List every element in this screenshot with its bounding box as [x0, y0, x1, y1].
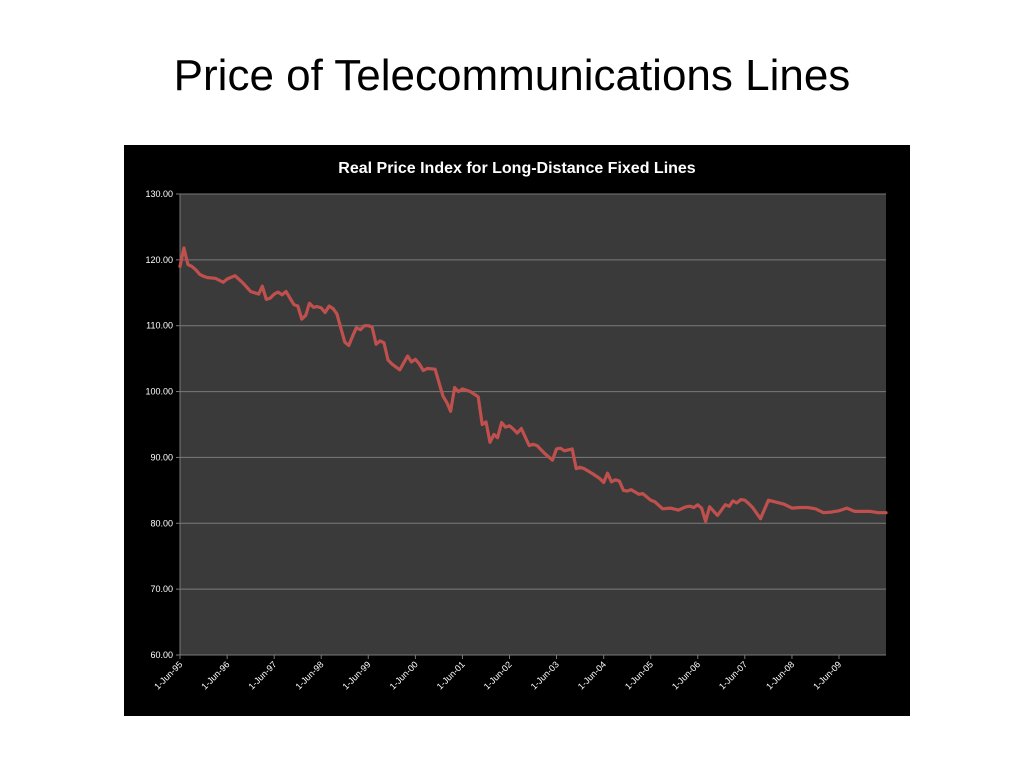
- slide-title: Price of Telecommunications Lines: [173, 51, 851, 100]
- plot-area: [180, 194, 886, 655]
- line-chart: 60.00 70.00 80.00 90.00 100.00 110.00 120.00 13…: [145, 160, 888, 692]
- x-tick-label: 1-Jun-97: [246, 659, 278, 691]
- y-tick-label: 60.00: [150, 650, 173, 660]
- x-tick-label: 1-Jun-03: [529, 659, 561, 691]
- x-tick-label: 1-Jun-98: [293, 659, 325, 691]
- y-tick-label: 110.00: [146, 321, 173, 331]
- x-tick-label: 1-Jun-04: [576, 659, 608, 691]
- x-tick-label: 1-Jun-06: [670, 659, 702, 691]
- gridlines: [180, 193, 886, 590]
- chart-frame: 60.00 70.00 80.00 90.00 100.00 110.00 120.00 13…: [124, 145, 910, 716]
- y-axis-ticks: 60.00 70.00 80.00 90.00 100.00 110.00 120.00 13…: [145, 189, 180, 660]
- x-axis-ticks: 1-Jun-95 1-Jun-96 1-Jun-97 1-Jun-98 1-Jun-99…: [152, 655, 843, 692]
- chart-title: Real Price Index for Long-Distance Fixed…: [338, 160, 696, 177]
- x-tick-label: 1-Jun-09: [811, 659, 843, 691]
- y-tick-label: 70.00: [150, 584, 173, 594]
- y-tick-label: 130.00: [145, 189, 173, 199]
- y-tick-label: 100.00: [145, 387, 173, 397]
- x-tick-label: 1-Jun-99: [340, 659, 372, 691]
- x-tick-label: 1-Jun-00: [388, 659, 420, 691]
- x-tick-label: 1-Jun-01: [435, 659, 467, 691]
- x-tick-label: 1-Jun-02: [482, 659, 514, 691]
- x-tick-label: 1-Jun-07: [717, 659, 749, 691]
- x-tick-label: 1-Jun-95: [152, 659, 184, 691]
- x-tick-label: 1-Jun-96: [199, 659, 231, 691]
- y-tick-label: 80.00: [150, 518, 173, 528]
- x-tick-label: 1-Jun-08: [764, 659, 796, 691]
- y-tick-label: 120.00: [145, 255, 173, 265]
- x-tick-label: 1-Jun-05: [623, 659, 655, 691]
- axes: [179, 194, 886, 656]
- series-layer: [178, 246, 888, 523]
- series-line: [178, 246, 888, 523]
- y-tick-label: 90.00: [150, 452, 173, 462]
